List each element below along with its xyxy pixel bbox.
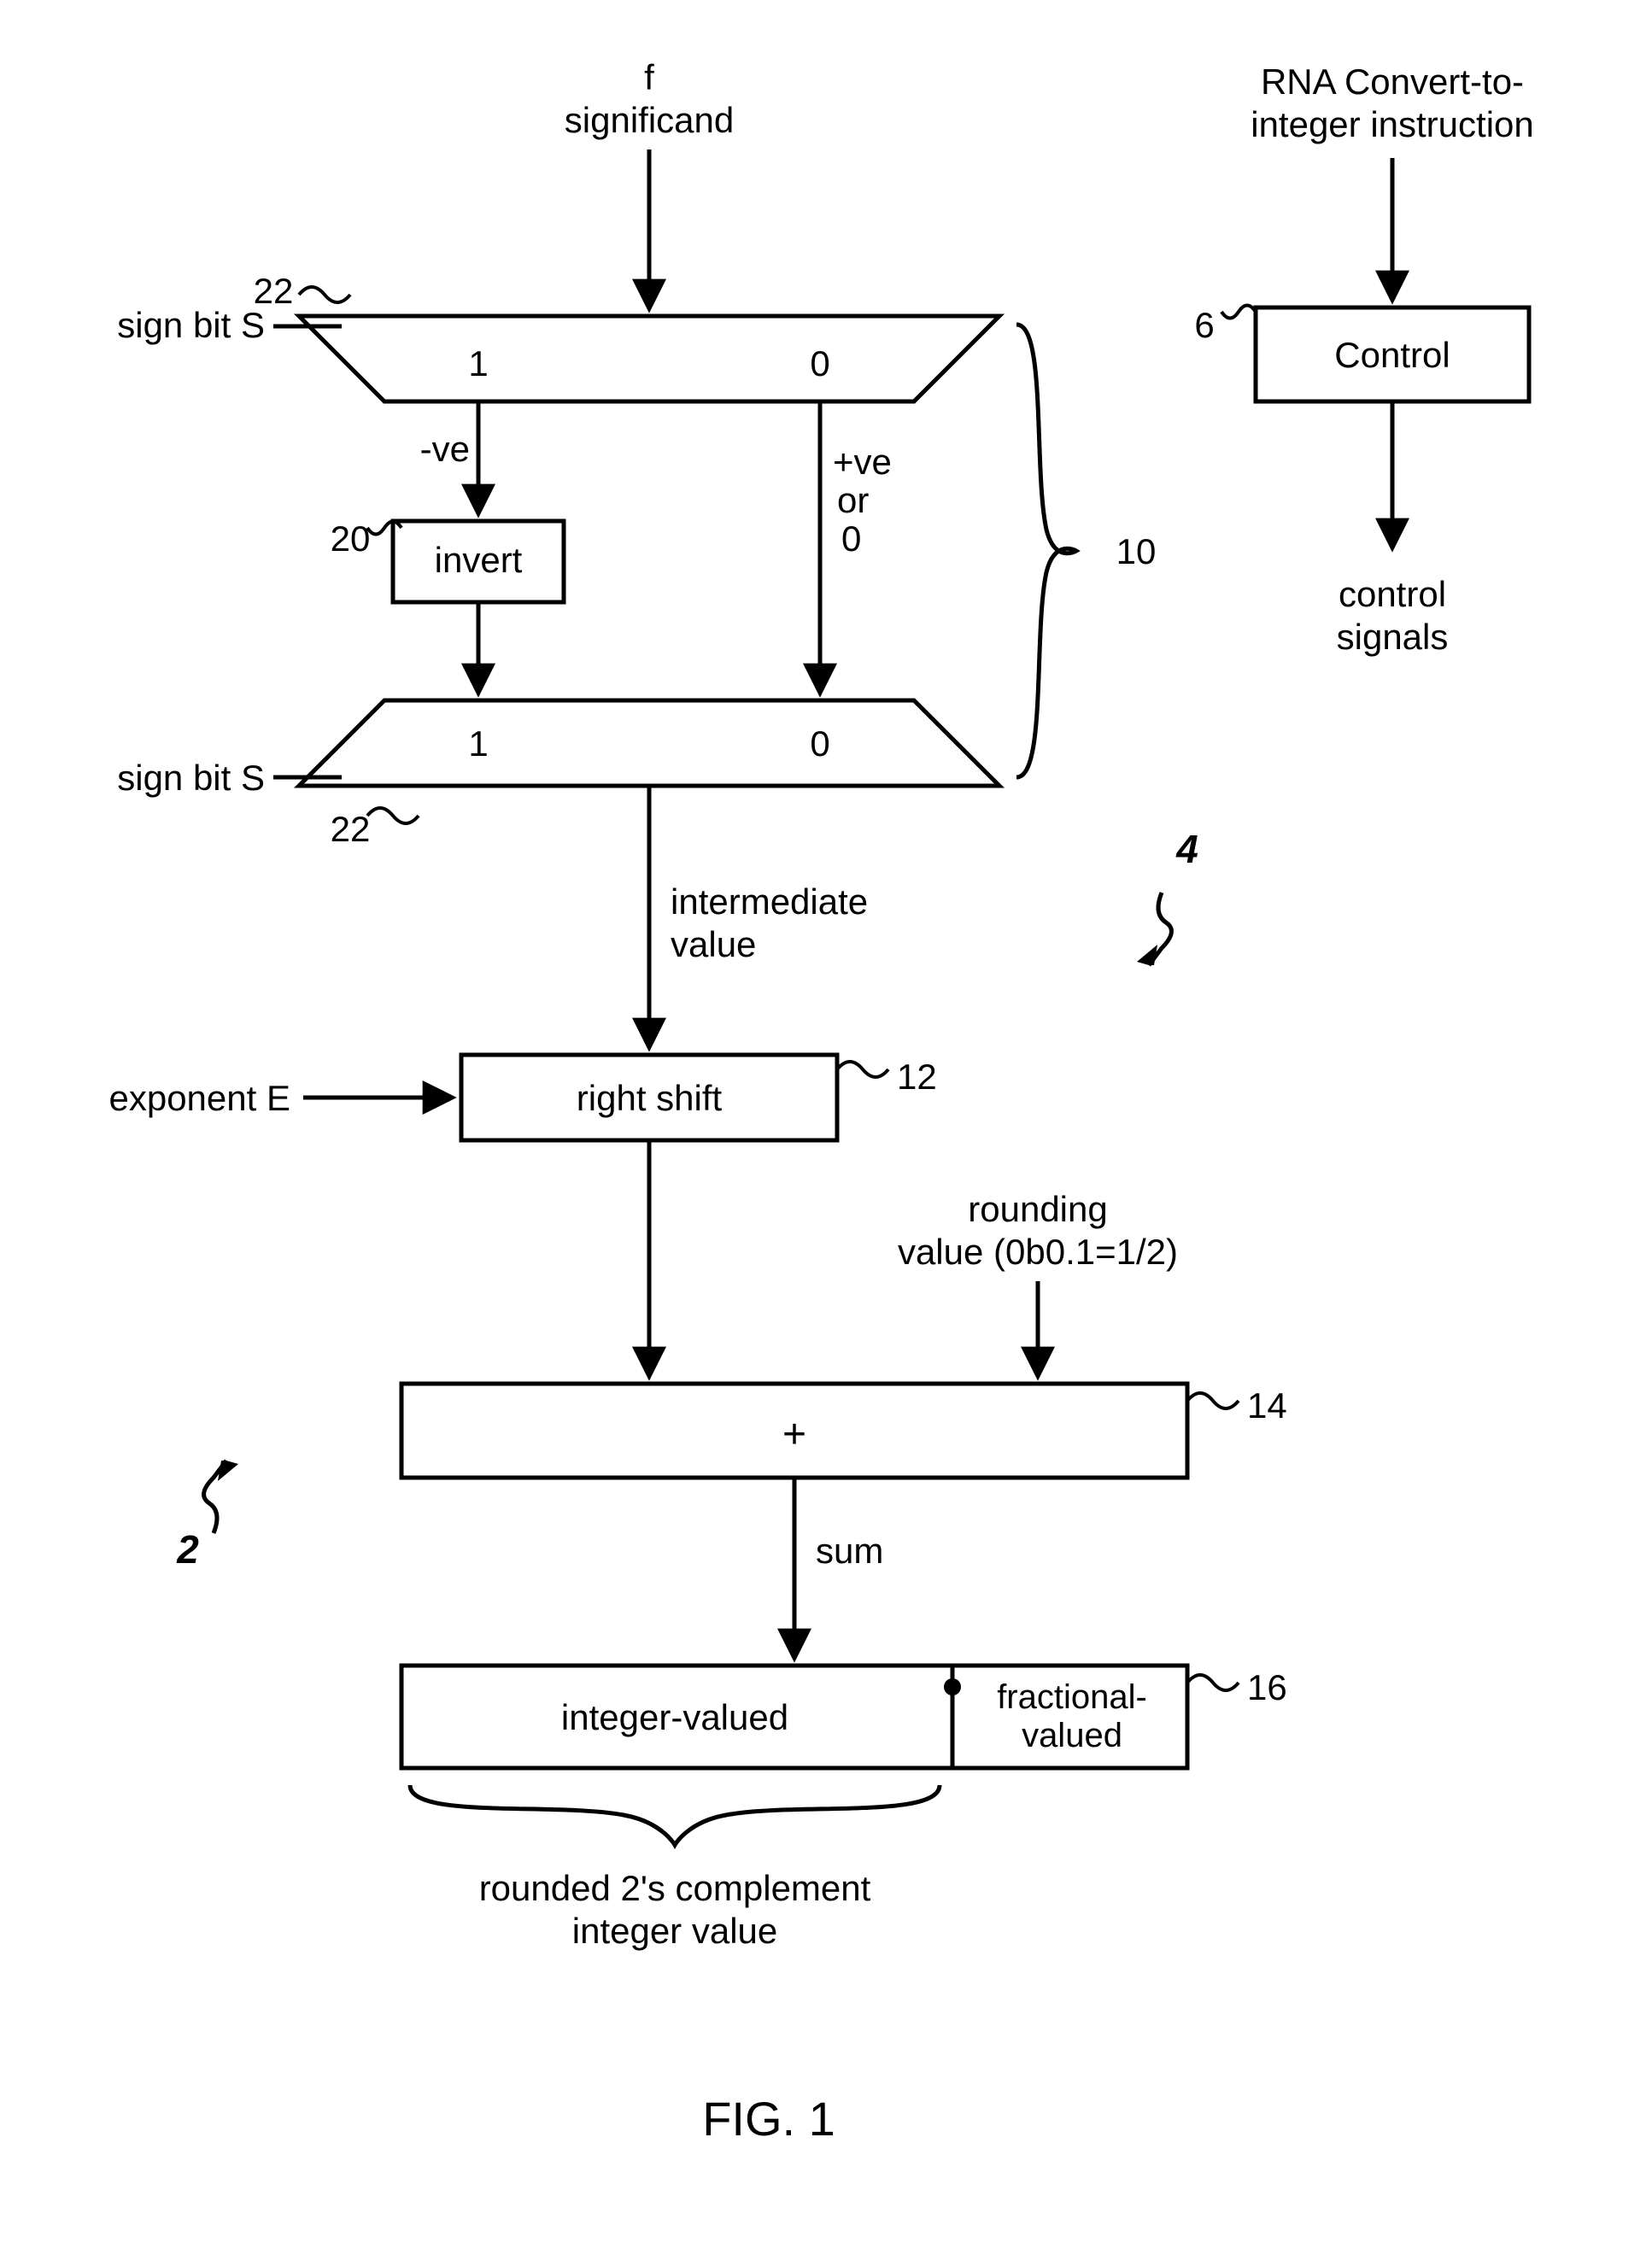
brace-output <box>410 1785 940 1845</box>
result-integer-label: integer-valued <box>561 1697 788 1737</box>
ref-16-tilde <box>1187 1675 1239 1690</box>
control-label: Control <box>1334 335 1450 375</box>
exponent-label: exponent E <box>108 1078 290 1118</box>
output-brace-l2: integer value <box>572 1911 778 1951</box>
demux-top <box>299 316 999 401</box>
result-fractional-l2: valued <box>1022 1717 1122 1754</box>
ref-20-tilde <box>367 522 401 535</box>
ref-22-bot: 22 <box>331 809 371 849</box>
control-output-l2: signals <box>1337 617 1449 657</box>
sign-bit-demux-label: sign bit S <box>117 305 265 345</box>
rounding-l1: rounding <box>968 1189 1107 1229</box>
ref-22-top: 22 <box>254 271 294 311</box>
demux-port-1: 1 <box>468 343 488 384</box>
ref-10: 10 <box>1116 531 1157 571</box>
result-fractional-l1: fractional- <box>997 1678 1147 1716</box>
mux-bottom <box>299 700 999 786</box>
right-shift-label: right shift <box>577 1078 723 1118</box>
neg-label: -ve <box>420 429 470 469</box>
ref-2: 2 <box>176 1527 199 1572</box>
binary-point <box>944 1678 961 1695</box>
control-input-l2: integer instruction <box>1251 104 1534 144</box>
ref-14-tilde <box>1187 1393 1239 1408</box>
pos-label-1: +ve <box>833 442 892 482</box>
figure-title: FIG. 1 <box>702 2092 835 2146</box>
control-input-l1: RNA Convert-to- <box>1261 61 1524 102</box>
ref-14: 14 <box>1247 1385 1287 1426</box>
ref-2-arrowhead <box>218 1461 238 1481</box>
input-significand-label: significand <box>565 100 734 140</box>
ref-22-top-tilde <box>299 287 350 302</box>
invert-label: invert <box>435 540 523 580</box>
output-brace-l1: rounded 2's complement <box>479 1868 871 1908</box>
input-f-symbol: f <box>644 57 654 97</box>
rounding-l2: value (0b0.1=1/2) <box>898 1232 1178 1272</box>
adder-label: + <box>782 1412 806 1457</box>
sign-bit-mux-label: sign bit S <box>117 758 265 798</box>
ref-12: 12 <box>897 1057 937 1097</box>
ref-20: 20 <box>331 518 371 559</box>
ref-4: 4 <box>1175 827 1198 871</box>
intermediate-l2: value <box>671 924 756 964</box>
pos-label-2: or <box>837 480 869 520</box>
pos-label-3: 0 <box>841 518 861 559</box>
sum-label: sum <box>816 1531 883 1571</box>
ref-22-bot-tilde <box>367 808 419 823</box>
mux-port-1: 1 <box>468 723 488 764</box>
mux-port-0: 0 <box>810 723 829 764</box>
control-output-l1: control <box>1339 574 1446 614</box>
ref-12-tilde <box>837 1062 888 1077</box>
ref-16: 16 <box>1247 1667 1287 1707</box>
ref-6: 6 <box>1194 305 1214 345</box>
demux-port-0: 0 <box>810 343 829 384</box>
intermediate-l1: intermediate <box>671 881 868 922</box>
brace-10 <box>1016 325 1076 777</box>
ref-4-arrowhead <box>1137 945 1157 965</box>
ref-6-tilde <box>1221 306 1256 319</box>
figure-1: f significand 1 0 sign bit S 22 -ve +ve … <box>0 0 1652 2266</box>
